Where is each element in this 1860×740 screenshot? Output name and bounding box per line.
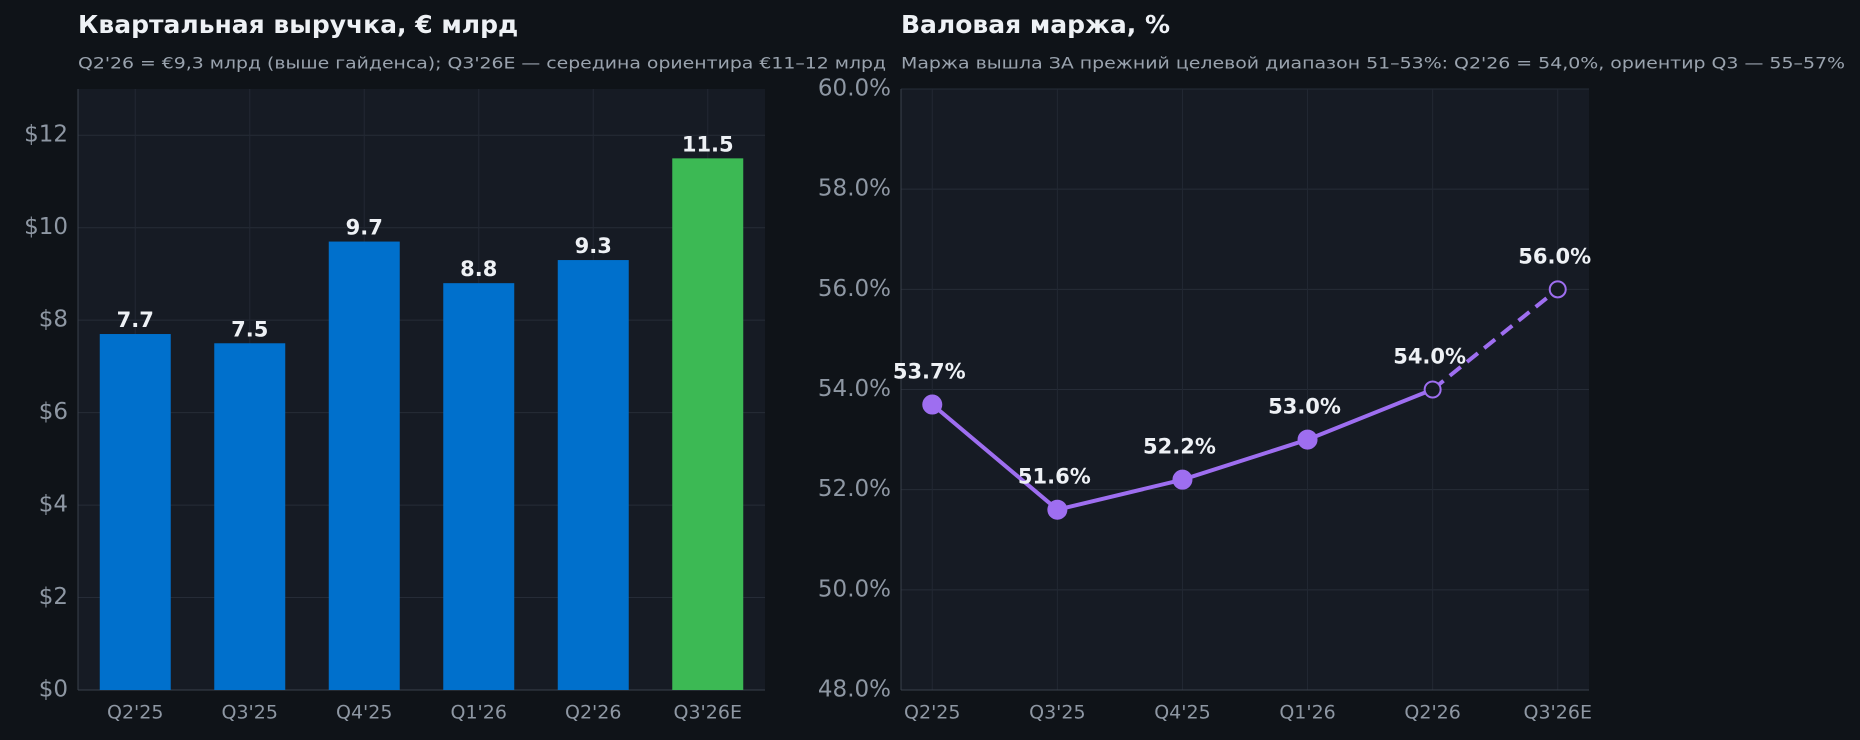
bar — [672, 158, 744, 690]
y-tick-label: 54.0% — [818, 376, 891, 402]
value-label: 9.3 — [575, 234, 612, 258]
y-tick-label: 56.0% — [818, 276, 891, 302]
chart-subtitle: Q2'26 = €9,3 млрд (выше гайденса); Q3'26… — [78, 54, 886, 73]
y-tick-label: $0 — [39, 677, 68, 703]
x-tick-label: Q4'25 — [336, 702, 392, 724]
point — [1047, 499, 1068, 520]
x-tick-label: Q3'25 — [222, 702, 278, 724]
y-tick-label: $12 — [24, 122, 68, 148]
y-tick-label: 60.0% — [818, 76, 891, 102]
plot-area — [78, 89, 765, 690]
value-label: 11.5 — [682, 132, 734, 156]
value-label: 54.0% — [1393, 345, 1466, 369]
x-tick-label: Q2'25 — [904, 702, 960, 724]
y-tick-label: 52.0% — [818, 476, 891, 502]
chart-panel: Валовая маржа, % Маржа вышла ЗА прежний ц… — [818, 10, 1845, 724]
value-label: 7.5 — [231, 317, 268, 341]
x-tick-label: Q1'26 — [451, 702, 507, 724]
y-tick-label: $4 — [39, 492, 68, 518]
value-label: 53.7% — [893, 360, 966, 384]
x-tick-label: Q3'26E — [1524, 702, 1592, 724]
chart-title: Квартальная выручка, € млрд — [78, 10, 518, 39]
point — [1297, 429, 1318, 450]
value-label: 53.0% — [1268, 395, 1341, 419]
bar — [557, 260, 629, 690]
value-label: 51.6% — [1018, 465, 1091, 489]
value-label: 8.8 — [460, 257, 497, 281]
point — [1548, 280, 1567, 299]
x-tick-label: Q3'26E — [674, 702, 742, 724]
y-tick-label: $8 — [39, 307, 68, 333]
value-label: 52.2% — [1143, 435, 1216, 459]
y-tick-label: 58.0% — [818, 176, 891, 202]
y-tick-label: $10 — [24, 214, 68, 240]
chart-subtitle: Маржа вышла ЗА прежний целевой диапазон … — [901, 54, 1845, 73]
chart-panel: Квартальная выручка, € млрд Q2'26 = €9,3 … — [24, 10, 886, 724]
line-forecast — [1431, 287, 1559, 392]
bar — [99, 334, 171, 690]
x-tick-label: Q2'26 — [565, 702, 621, 724]
point — [1423, 380, 1442, 399]
y-tick-label: 48.0% — [818, 677, 891, 703]
value-label: 7.7 — [117, 308, 154, 332]
x-tick-label: Q3'25 — [1029, 702, 1085, 724]
bar — [214, 343, 286, 690]
value-label: 56.0% — [1518, 244, 1591, 268]
value-label: 9.7 — [346, 216, 383, 240]
y-tick-label: 50.0% — [818, 576, 891, 602]
x-tick-label: Q1'26 — [1279, 702, 1335, 724]
x-tick-label: Q4'25 — [1154, 702, 1210, 724]
bar — [328, 241, 400, 691]
x-tick-label: Q2'25 — [107, 702, 163, 724]
chart-title: Валовая маржа, % — [901, 10, 1170, 39]
x-tick-label: Q2'26 — [1404, 702, 1460, 724]
y-tick-label: $6 — [39, 399, 68, 425]
point — [922, 394, 943, 415]
y-tick-label: $2 — [39, 584, 68, 610]
bar — [443, 283, 515, 690]
point — [1172, 469, 1193, 490]
